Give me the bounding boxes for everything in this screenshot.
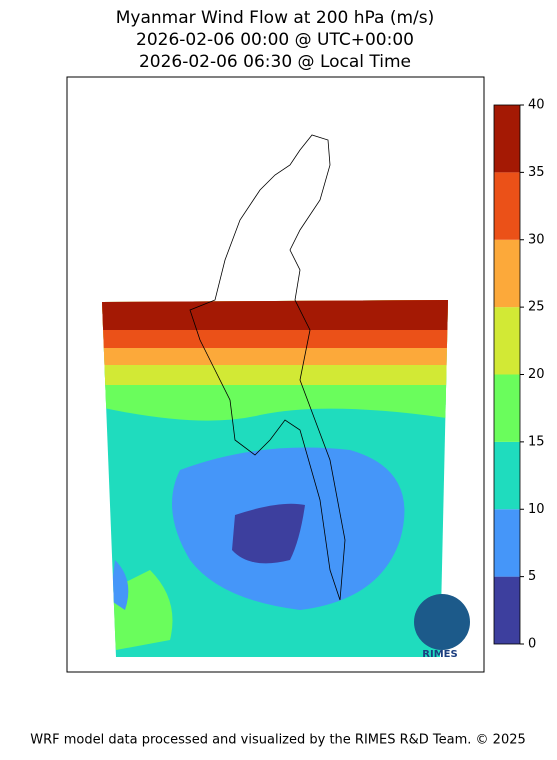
colorbar-tick-label: 0 (528, 637, 536, 652)
logo-text: RIMES (422, 649, 457, 660)
colorbar-tick-label: 15 (528, 434, 545, 449)
logo: RIMES (414, 594, 470, 660)
logo-circle (414, 594, 470, 650)
colorbar-tick-label: 5 (528, 569, 536, 584)
colorbar: 0 5 10 15 20 25 30 35 40 (493, 98, 545, 652)
colorbar-segment (494, 172, 520, 240)
wind-field (102, 300, 448, 657)
colorbar-tick-label: 25 (528, 300, 545, 315)
colorbar-tick-label: 10 (528, 502, 545, 517)
colorbar-tick-label: 20 (528, 367, 545, 382)
title-line: Myanmar Wind Flow at 200 hPa (m/s) (116, 8, 434, 28)
colorbar-tick-label: 40 (528, 98, 545, 113)
colorbar-segment (494, 374, 520, 442)
colorbar-segment (494, 509, 520, 577)
colorbar-segment (494, 307, 520, 375)
colorbar-tick-label: 35 (528, 165, 545, 180)
title-line: 2026-02-06 00:00 @ UTC+00:00 (136, 30, 414, 50)
footer: WRF model data processed and visualized … (30, 733, 526, 748)
colorbar-segment (494, 105, 520, 173)
country-outline (189, 134, 346, 601)
colorbar-segment (494, 576, 520, 644)
colorbar-segment (494, 441, 520, 510)
colorbar-tick-label: 30 (528, 232, 545, 247)
title-line: 2026-02-06 06:30 @ Local Time (139, 52, 411, 72)
map-frame (66, 76, 485, 673)
colorbar-segment (494, 239, 520, 308)
